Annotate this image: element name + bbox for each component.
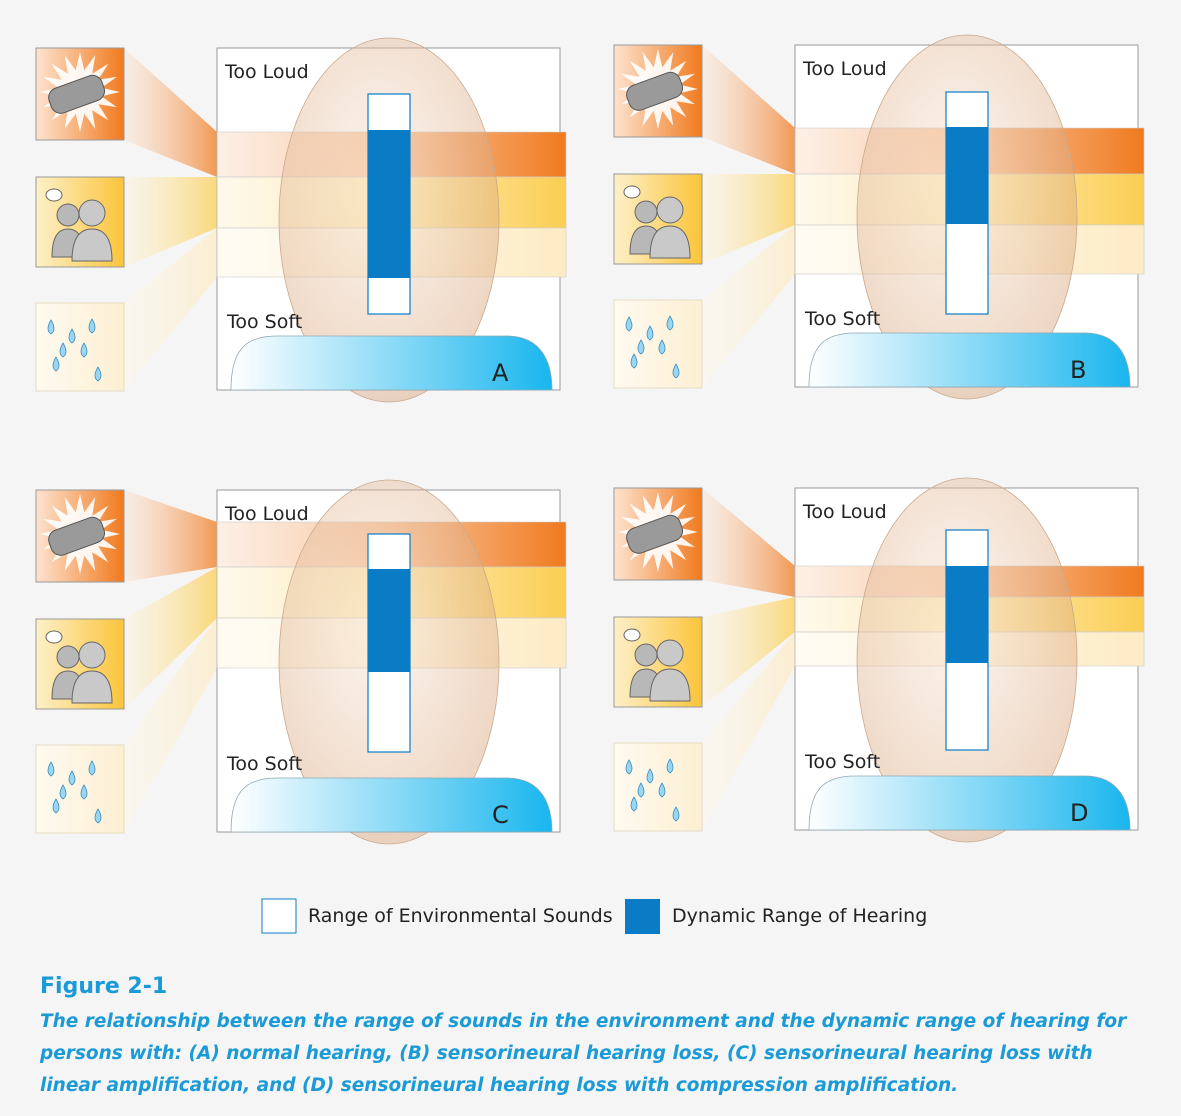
too-soft-label: Too Soft	[804, 751, 880, 773]
speech-bubble	[624, 186, 640, 198]
speech-bubble	[624, 629, 640, 641]
icon-box	[36, 303, 124, 391]
person-head	[657, 197, 683, 223]
icon-box	[36, 745, 124, 833]
panel-letter: D	[1070, 799, 1088, 827]
too-soft-label: Too Soft	[226, 311, 302, 333]
legend-swatch-blue	[625, 899, 660, 934]
panel: Too Loud Too Soft D	[614, 478, 1144, 842]
too-soft-label: Too Soft	[804, 308, 880, 330]
hearing-range	[946, 566, 988, 663]
caption-line: persons with: (A) normal hearing, (B) se…	[39, 1043, 1093, 1064]
caption-line: linear amplification, and (D) sensorineu…	[40, 1075, 958, 1096]
speech-bubble	[46, 189, 62, 201]
panel-letter: A	[492, 359, 509, 387]
hearing-range	[368, 130, 410, 278]
too-loud-label: Too Loud	[802, 58, 887, 80]
person-head	[657, 640, 683, 666]
too-loud-label: Too Loud	[224, 61, 309, 83]
person-head	[79, 200, 105, 226]
person-head	[79, 642, 105, 668]
person-head	[635, 201, 657, 223]
icon-box	[614, 743, 702, 831]
hearing-range	[946, 127, 988, 224]
person-head	[57, 204, 79, 226]
legend-label: Dynamic Range of Hearing	[672, 905, 927, 927]
figure-title: Figure 2-1	[40, 974, 167, 999]
panel: Too Loud Too Soft C	[36, 480, 566, 844]
panel: Too Loud Too Soft A	[36, 38, 566, 402]
person-head	[57, 646, 79, 668]
panel-letter: B	[1070, 356, 1086, 384]
legend-swatch-white	[262, 899, 296, 933]
too-loud-label: Too Loud	[224, 503, 309, 525]
too-loud-label: Too Loud	[802, 501, 887, 523]
hearing-range	[368, 569, 410, 672]
legend-label: Range of Environmental Sounds	[308, 905, 613, 927]
icon-box	[614, 300, 702, 388]
speech-bubble	[46, 631, 62, 643]
too-soft-label: Too Soft	[226, 753, 302, 775]
person-head	[635, 644, 657, 666]
figure: Range of Environmental Sounds Dynamic Ra…	[0, 0, 1181, 1116]
panel-letter: C	[492, 801, 509, 829]
caption-line: The relationship between the range of so…	[40, 1011, 1128, 1032]
panel: Too Loud Too Soft B	[614, 35, 1144, 399]
